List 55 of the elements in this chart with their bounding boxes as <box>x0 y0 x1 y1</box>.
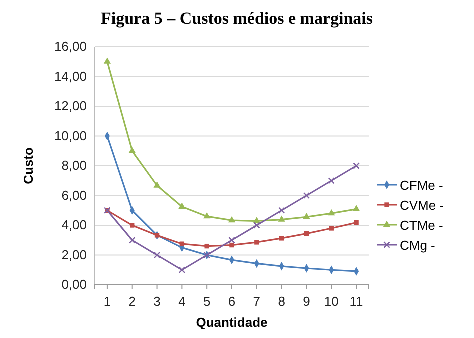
point <box>228 216 236 223</box>
point <box>329 226 334 231</box>
y-tick-label: 2,00 <box>62 247 87 262</box>
point <box>303 192 310 200</box>
y-tick-label: 16,00 <box>54 39 87 54</box>
x-tick-label: 6 <box>228 294 236 310</box>
point <box>254 240 260 245</box>
legend-label: CVMe - <box>400 198 444 213</box>
x-tick-label: 10 <box>324 294 339 310</box>
point <box>328 209 336 216</box>
point <box>304 231 310 236</box>
point <box>278 216 286 222</box>
x-tick-label: 7 <box>253 294 261 310</box>
y-tick-label: 14,00 <box>54 68 87 84</box>
legend-label: CFMe - <box>400 178 444 193</box>
x-tick-label: 4 <box>178 294 186 310</box>
point <box>228 236 236 244</box>
point <box>180 242 185 246</box>
y-axis-title: Custo <box>21 148 36 184</box>
y-tick-label: 12,00 <box>54 98 87 114</box>
legend-label: CTMe - <box>400 218 444 233</box>
point <box>154 182 161 188</box>
y-tick-label: 0,00 <box>62 277 87 292</box>
point <box>254 222 260 229</box>
point <box>204 212 211 219</box>
point <box>279 236 284 241</box>
point <box>128 236 136 244</box>
x-axis-title: Quantidade <box>196 315 268 330</box>
point <box>353 162 360 170</box>
point <box>230 242 234 248</box>
point <box>154 252 161 259</box>
point <box>104 58 112 64</box>
y-tick-label: 6,00 <box>62 188 87 203</box>
point <box>130 223 135 228</box>
y-tick-label: 4,00 <box>62 218 87 233</box>
chart-title: Figura 5 – Custos médios e marginais <box>101 9 374 28</box>
point <box>352 205 360 212</box>
x-tick-label: 1 <box>104 294 112 310</box>
legend-label: CMg - <box>400 238 436 253</box>
point <box>354 220 359 226</box>
point <box>278 207 286 214</box>
y-tick-label: 8,00 <box>62 158 87 174</box>
x-tick-label: 9 <box>303 294 310 310</box>
point <box>303 213 310 220</box>
point <box>128 147 136 154</box>
point <box>204 244 210 249</box>
x-tick-label: 2 <box>128 294 136 310</box>
point <box>328 177 336 184</box>
x-tick-label: 11 <box>350 294 364 310</box>
x-tick-label: 8 <box>278 294 286 310</box>
point <box>178 266 186 274</box>
x-tick-label: 3 <box>154 294 161 310</box>
point <box>178 202 186 209</box>
x-tick-label: 5 <box>203 294 211 310</box>
y-tick-label: 10,00 <box>54 128 87 144</box>
